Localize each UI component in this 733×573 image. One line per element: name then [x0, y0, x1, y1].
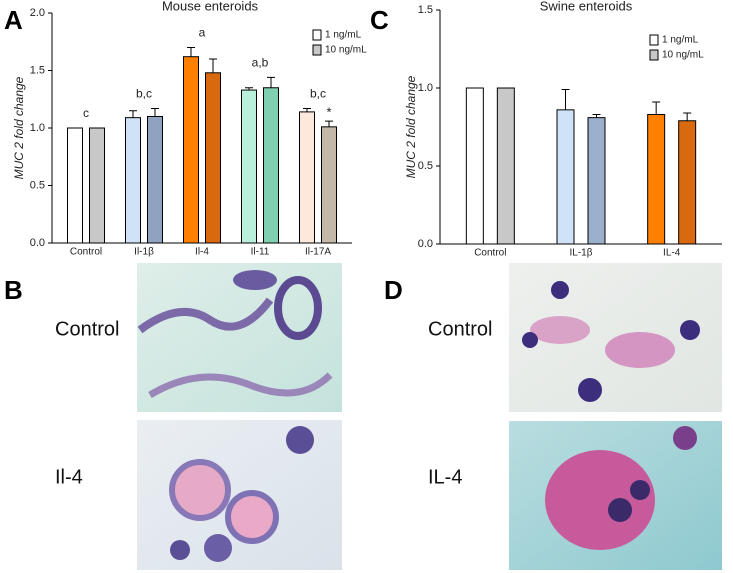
group-label: a,b	[252, 56, 269, 70]
bar	[205, 72, 221, 244]
x-tick-label: Control	[70, 247, 102, 258]
y-tick-label: 1.5	[30, 64, 45, 76]
chart-title: Mouse enteroids	[162, 0, 259, 13]
micrograph	[509, 263, 722, 412]
micrograph	[509, 421, 722, 570]
bar	[465, 87, 484, 245]
group-label: b,c	[136, 87, 152, 101]
x-tick-label: IL-1β	[570, 248, 593, 259]
error-bar	[245, 87, 253, 91]
bar	[89, 127, 105, 244]
y-tick-label: 0.5	[418, 160, 433, 172]
y-tick-label: 1.0	[30, 122, 45, 134]
error-bar	[683, 112, 692, 121]
y-tick-label: 1.5	[418, 4, 433, 16]
chart-title: Swine enteroids	[540, 0, 633, 13]
group-label: b,c	[310, 87, 326, 101]
error-bar	[267, 76, 275, 88]
bar	[241, 89, 257, 244]
y-axis-label: MUC 2 fold change	[404, 75, 418, 178]
bar	[496, 87, 515, 245]
micrograph	[137, 263, 342, 412]
image-label: Control	[428, 318, 492, 340]
bar	[147, 116, 163, 244]
legend-label: 1 ng/mL	[325, 30, 362, 41]
legend-label: 10 ng/mL	[325, 45, 367, 56]
bar	[647, 114, 666, 245]
image-label: Il-4	[55, 466, 83, 488]
legend-label: 1 ng/mL	[662, 35, 699, 46]
image-label: Control	[55, 318, 119, 340]
legend-swatch	[312, 44, 322, 56]
y-tick-label: 0.5	[30, 179, 45, 191]
group-label: c	[83, 106, 89, 120]
legend-swatch	[649, 34, 659, 46]
error-bar	[561, 89, 570, 110]
legend-label: 10 ng/mL	[662, 50, 704, 61]
bar	[556, 109, 575, 245]
y-tick-label: 2.0	[30, 7, 45, 19]
y-tick-label: 1.0	[418, 82, 433, 94]
error-bar	[652, 101, 661, 115]
bar	[587, 117, 606, 245]
image-label: IL-4	[428, 466, 462, 488]
bar	[678, 120, 697, 245]
bar	[183, 56, 199, 244]
x-tick-label: Il-1β	[134, 247, 154, 258]
group-label: a	[199, 26, 206, 40]
error-bar	[209, 58, 217, 73]
x-tick-label: IL-4	[663, 248, 681, 259]
panel-label: A	[4, 5, 23, 35]
bar	[67, 127, 83, 244]
y-tick-label: 0.0	[418, 238, 433, 250]
panel-label: D	[384, 275, 403, 305]
y-tick-label: 0.0	[30, 237, 45, 249]
error-bar	[592, 114, 601, 118]
error-bar	[303, 107, 311, 112]
panel-label: C	[370, 5, 389, 35]
x-tick-label: Il-17A	[305, 247, 331, 258]
legend-swatch	[312, 29, 322, 41]
panel-label: B	[4, 275, 23, 305]
y-axis-label: MUC 2 fold change	[12, 76, 26, 179]
bar	[263, 87, 279, 244]
bar	[299, 111, 315, 244]
bar	[125, 117, 141, 244]
error-bar	[129, 110, 137, 118]
micrograph	[137, 420, 342, 570]
error-bar	[187, 47, 195, 57]
error-bar	[151, 107, 159, 117]
bar	[321, 126, 337, 244]
legend-swatch	[649, 49, 659, 61]
x-tick-label: Il-11	[251, 247, 270, 258]
error-bar	[325, 120, 333, 127]
x-tick-label: Il-4	[195, 247, 209, 258]
x-tick-label: Control	[474, 248, 506, 259]
significance-mark: *	[326, 105, 331, 120]
